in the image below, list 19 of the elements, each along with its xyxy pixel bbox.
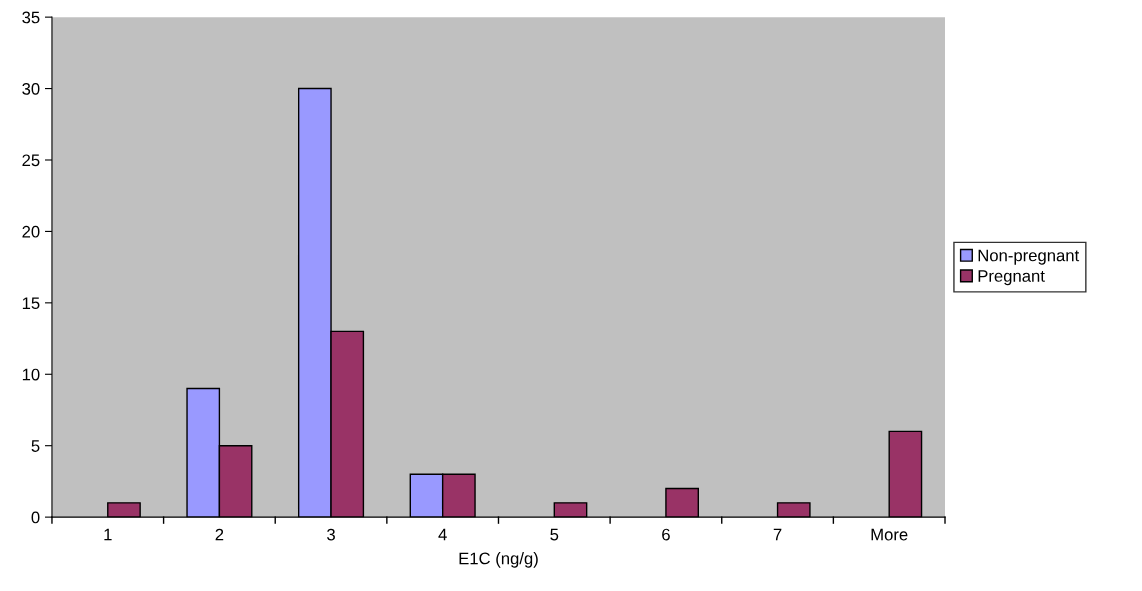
x-tick-label: More	[871, 528, 908, 541]
y-tick-label: 0	[31, 511, 40, 524]
y-tick-label: 20	[22, 225, 40, 238]
y-tick-label: 5	[31, 440, 40, 452]
legend-label: Pregnant	[978, 270, 1045, 286]
y-tick-label: 25	[22, 154, 40, 167]
y-tick-label: 10	[22, 368, 40, 381]
x-tick-label: 2	[215, 528, 224, 541]
y-tick-label: 35	[22, 11, 40, 24]
y-tick-label: 15	[22, 297, 40, 310]
x-tick-label: 4	[438, 528, 447, 541]
y-tick-label: 30	[22, 82, 40, 95]
x-axis-title: E1C (ng/g)	[459, 552, 538, 568]
x-tick-label: 6	[662, 528, 670, 541]
x-tick-label: 5	[550, 528, 559, 541]
legend-label: Non-pregnant	[978, 249, 1080, 265]
x-tick-label: 1	[104, 528, 112, 541]
x-tick-label: 7	[773, 528, 782, 541]
x-tick-label: 3	[327, 528, 335, 541]
